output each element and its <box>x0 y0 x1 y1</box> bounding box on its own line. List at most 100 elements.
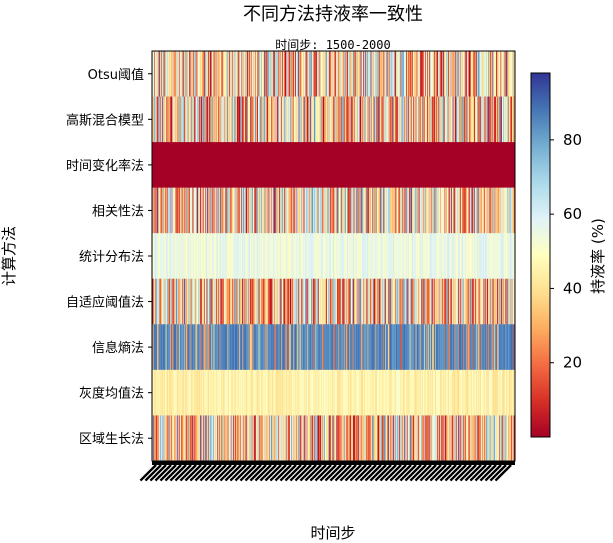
heatmap-cell <box>395 51 397 98</box>
heatmap-cell <box>237 324 239 371</box>
heatmap-cell <box>391 324 393 371</box>
heatmap-cell <box>392 51 394 98</box>
heatmap-cell <box>188 187 190 234</box>
heatmap-cell <box>191 233 193 280</box>
heatmap-cell <box>273 96 275 143</box>
heatmap-cell <box>374 233 376 280</box>
heatmap-cell <box>342 187 344 234</box>
heatmap-cell <box>330 369 332 416</box>
heatmap-cell <box>180 369 182 416</box>
heatmap-cell <box>379 369 381 416</box>
heatmap-cell <box>171 278 173 325</box>
heatmap-cell <box>310 369 312 416</box>
heatmap-cell <box>438 233 440 280</box>
heatmap-cell <box>202 187 204 234</box>
heatmap-cell <box>255 324 257 371</box>
heatmap-cell <box>369 369 371 416</box>
heatmap-cell <box>255 233 257 280</box>
heatmap-cell <box>461 187 463 234</box>
heatmap-cell <box>163 369 165 416</box>
heatmap-cell <box>363 324 365 371</box>
heatmap-cell <box>429 233 431 280</box>
heatmap-cell <box>315 369 317 416</box>
heatmap-cell <box>499 51 501 98</box>
heatmap-cell <box>456 96 459 143</box>
heatmap-cell <box>174 278 176 325</box>
heatmap-cell <box>467 369 469 416</box>
heatmap-cell <box>323 278 325 325</box>
heatmap-cell <box>191 369 193 416</box>
heatmap-cell <box>407 96 409 143</box>
heatmap-cell <box>278 51 280 98</box>
heatmap-cell <box>424 96 427 143</box>
heatmap-cell <box>504 233 506 280</box>
heatmap-cell <box>448 96 450 143</box>
heatmap-cell <box>298 96 300 143</box>
heatmap-cell <box>445 233 447 280</box>
heatmap-cell <box>422 415 424 462</box>
heatmap-cell <box>157 51 159 98</box>
heatmap-cell <box>212 278 214 325</box>
heatmap-cell <box>500 187 502 234</box>
heatmap-cell <box>332 324 334 371</box>
heatmap-cell <box>296 324 298 371</box>
heatmap-cell <box>483 96 485 143</box>
heatmap-cell <box>488 233 490 280</box>
heatmap-cell <box>443 233 445 280</box>
heatmap-cell <box>465 278 467 325</box>
heatmap-cell <box>247 51 249 98</box>
heatmap-cell <box>242 187 244 234</box>
heatmap-cell <box>415 233 417 280</box>
heatmap-cell <box>492 369 494 416</box>
heatmap-cell <box>321 233 323 280</box>
heatmap-cell <box>437 51 439 98</box>
heatmap-cell <box>341 415 343 462</box>
heatmap-cell <box>405 415 407 462</box>
heatmap-cell <box>306 187 308 234</box>
heatmap-cell <box>352 187 354 234</box>
heatmap-cell <box>475 278 477 325</box>
heatmap-cell <box>324 415 326 462</box>
heatmap-cell <box>349 96 351 143</box>
heatmap-cell <box>235 51 237 98</box>
heatmap-cell <box>230 187 232 234</box>
heatmap-cell <box>281 278 283 325</box>
heatmap-cell <box>163 96 165 143</box>
heatmap-cell <box>160 233 162 280</box>
heatmap-cell <box>467 187 469 234</box>
heatmap-cell <box>469 187 472 234</box>
heatmap-cell <box>483 233 485 280</box>
heatmap-cell <box>219 278 221 325</box>
heatmap-cell <box>182 324 184 371</box>
heatmap-cell <box>463 415 465 462</box>
heatmap-cell <box>266 96 268 143</box>
heatmap-cell <box>279 187 281 234</box>
heatmap-cell <box>316 415 318 462</box>
heatmap-cell <box>326 278 329 325</box>
heatmap-cell <box>338 51 340 98</box>
heatmap-cell <box>260 187 263 234</box>
heatmap-cell <box>162 369 164 416</box>
x-tick-glyph <box>349 464 367 482</box>
heatmap-cell <box>218 278 220 325</box>
heatmap-cell <box>275 96 277 143</box>
heatmap-cell <box>330 187 332 234</box>
heatmap-cell <box>265 324 267 371</box>
heatmap-cell <box>485 96 487 143</box>
heatmap-cell <box>395 415 397 462</box>
heatmap-cell <box>312 233 314 280</box>
heatmap-cell <box>345 96 347 143</box>
heatmap-cell <box>490 415 492 462</box>
heatmap-cell <box>462 233 464 280</box>
heatmap-cell <box>247 415 249 462</box>
heatmap-cell <box>464 187 466 234</box>
heatmap-cell <box>395 278 397 325</box>
heatmap-cell <box>290 324 292 371</box>
heatmap-cell <box>381 51 383 98</box>
heatmap-cell <box>194 51 196 98</box>
heatmap-cell <box>496 233 498 280</box>
heatmap-cell <box>496 369 498 416</box>
heatmap-cell <box>253 324 255 371</box>
heatmap-cell <box>173 187 175 234</box>
heatmap-cell <box>470 96 472 143</box>
